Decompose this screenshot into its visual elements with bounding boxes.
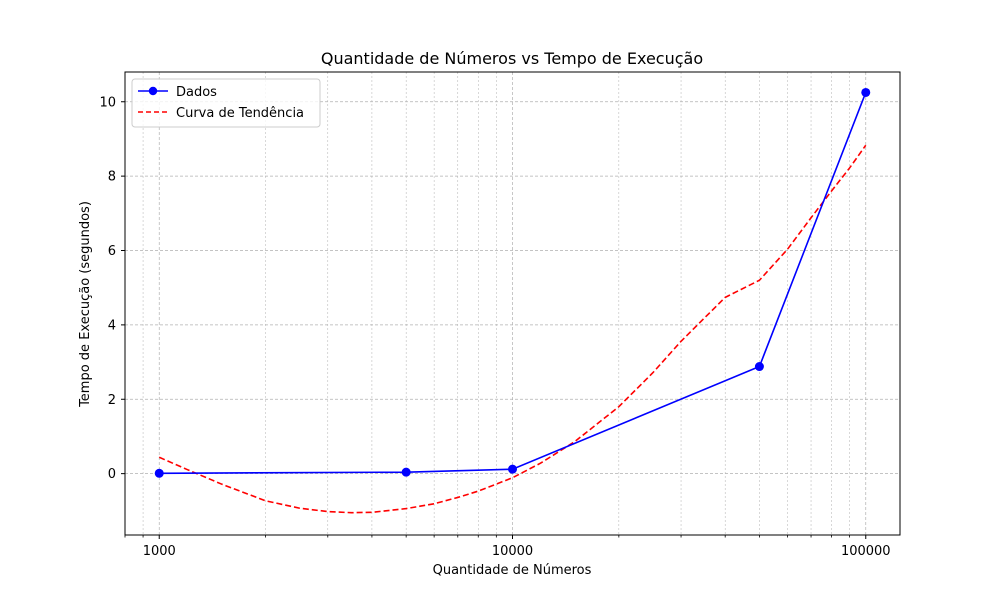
x-tick-label: 1000 <box>143 544 176 559</box>
y-tick-label: 0 <box>108 467 116 482</box>
legend-box <box>131 78 321 128</box>
series-layer <box>154 87 871 514</box>
x-tick-label: 100000 <box>841 544 891 559</box>
chart-title: Quantidade de Números vs Tempo de Execuç… <box>321 49 703 68</box>
x-axis-label: Quantidade de Números <box>433 563 592 578</box>
y-tick-label: 10 <box>99 95 116 110</box>
legend: Dados Curva de Tendência <box>131 78 321 128</box>
y-axis: 0 2 4 6 8 10 <box>99 95 125 482</box>
data-point <box>154 468 164 478</box>
y-axis-label: Tempo de Execução (segundos) <box>78 201 93 408</box>
legend-label-tendencia: Curva de Tendência <box>176 106 304 121</box>
x-tick-label: 10000 <box>492 544 533 559</box>
y-tick-label: 2 <box>108 393 116 408</box>
legend-marker-dados <box>148 86 158 96</box>
series-line-tendencia <box>158 144 867 514</box>
x-axis: 1000 10000 100000 <box>124 535 891 559</box>
y-tick-label: 4 <box>108 318 116 333</box>
legend-label-dados: Dados <box>176 85 217 100</box>
grid-minor <box>124 72 850 535</box>
data-point <box>754 362 764 372</box>
data-point <box>861 87 871 97</box>
data-point <box>401 467 411 477</box>
y-tick-label: 6 <box>108 244 116 259</box>
y-tick-label: 8 <box>108 170 116 185</box>
data-point <box>508 464 517 474</box>
